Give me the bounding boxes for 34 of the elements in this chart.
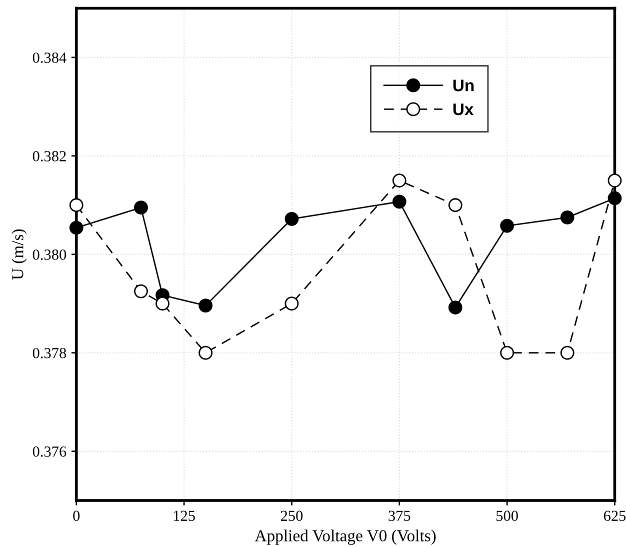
x-tick-label: 375 [388, 510, 410, 521]
x-tick-label: 500 [496, 510, 518, 521]
point [69, 198, 84, 212]
point [198, 298, 213, 312]
point [448, 198, 462, 212]
x-axis-title: Applied Voltage V0 (Volts) [254, 530, 436, 545]
point [134, 284, 148, 298]
point [198, 346, 213, 360]
point [284, 212, 299, 226]
y-axis-title: U (m/s) [12, 229, 27, 280]
point [284, 296, 299, 311]
point [392, 174, 406, 188]
x-tick-label: 0 [73, 510, 80, 521]
y-tick-label: 0.378 [32, 348, 66, 358]
point [448, 300, 462, 314]
y-tick-label: 0.380 [32, 249, 66, 260]
x-tick-label: 625 [604, 510, 626, 521]
point [156, 296, 170, 311]
point [392, 194, 406, 209]
point [134, 200, 148, 215]
x-tick-label: 125 [174, 510, 195, 521]
point [608, 191, 622, 206]
point [560, 346, 574, 360]
legend-label: Un [453, 80, 474, 92]
legend-label: Ux [453, 104, 474, 116]
point [500, 218, 514, 233]
point [500, 346, 514, 360]
y-tick-label: 0.376 [32, 446, 66, 457]
point [69, 220, 84, 235]
point [560, 210, 574, 224]
y-tick-label: 0.382 [32, 151, 66, 162]
x-tick-label: 250 [280, 510, 303, 521]
y-tick-label: 0.384 [32, 52, 66, 63]
point [608, 174, 622, 188]
